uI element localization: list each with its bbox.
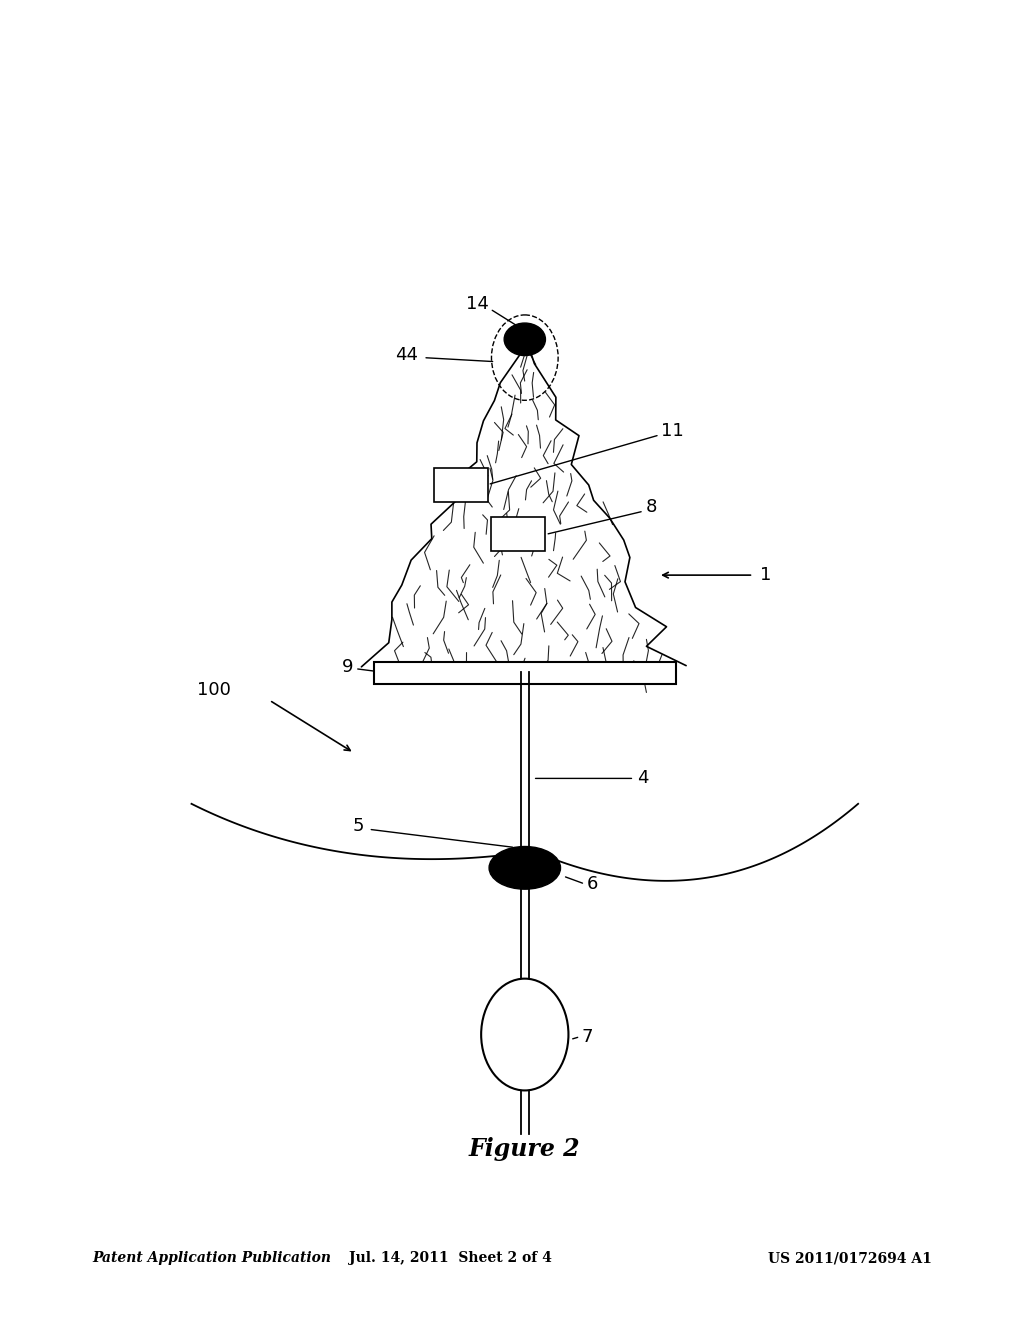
- Bar: [374, 661, 676, 684]
- Text: 4: 4: [638, 770, 649, 788]
- Text: Patent Application Publication: Patent Application Publication: [92, 1251, 331, 1266]
- Bar: [492, 517, 546, 550]
- Ellipse shape: [504, 323, 546, 355]
- Text: 7: 7: [582, 1027, 594, 1045]
- Circle shape: [481, 978, 568, 1090]
- Text: 9: 9: [342, 657, 353, 676]
- Text: Figure 2: Figure 2: [469, 1138, 581, 1162]
- Text: 6: 6: [587, 875, 598, 894]
- Text: 44: 44: [394, 346, 418, 363]
- Ellipse shape: [489, 846, 560, 890]
- Bar: [433, 469, 487, 502]
- Text: US 2011/0172694 A1: US 2011/0172694 A1: [768, 1251, 932, 1266]
- Text: 11: 11: [662, 422, 684, 440]
- Text: 100: 100: [198, 681, 231, 700]
- Text: 5: 5: [353, 817, 365, 836]
- Text: 1: 1: [760, 566, 771, 585]
- Text: Jul. 14, 2011  Sheet 2 of 4: Jul. 14, 2011 Sheet 2 of 4: [349, 1251, 552, 1266]
- Text: 14: 14: [466, 294, 489, 313]
- Text: 8: 8: [645, 498, 656, 516]
